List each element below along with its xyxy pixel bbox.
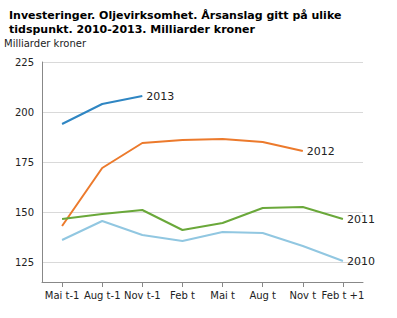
svg-text:Aug t-1: Aug t-1: [84, 290, 121, 301]
svg-text:Milliarder kroner: Milliarder kroner: [4, 38, 87, 49]
svg-text:175: 175: [15, 157, 34, 168]
svg-text:tidspunkt. 2010-2013. Milliard: tidspunkt. 2010-2013. Milliarder kroner: [9, 23, 255, 36]
svg-text:2011: 2011: [347, 213, 375, 226]
svg-text:225: 225: [15, 57, 34, 68]
svg-text:2012: 2012: [307, 145, 335, 158]
svg-text:2013: 2013: [146, 90, 174, 103]
svg-text:125: 125: [15, 257, 34, 268]
svg-text:2010: 2010: [347, 255, 375, 268]
svg-text:Aug t: Aug t: [249, 290, 276, 301]
svg-text:150: 150: [15, 207, 34, 218]
svg-text:Mai t-1: Mai t-1: [45, 290, 80, 301]
svg-text:Mai t: Mai t: [210, 290, 235, 301]
svg-text:Feb t +1: Feb t +1: [322, 290, 365, 301]
svg-text:Feb t: Feb t: [170, 290, 195, 301]
svg-text:Nov t: Nov t: [290, 290, 317, 301]
svg-text:Nov t-1: Nov t-1: [124, 290, 161, 301]
svg-text:Investeringer. Oljevirksomhet.: Investeringer. Oljevirksomhet. Årsanslag…: [9, 9, 345, 22]
svg-text:200: 200: [15, 107, 34, 118]
